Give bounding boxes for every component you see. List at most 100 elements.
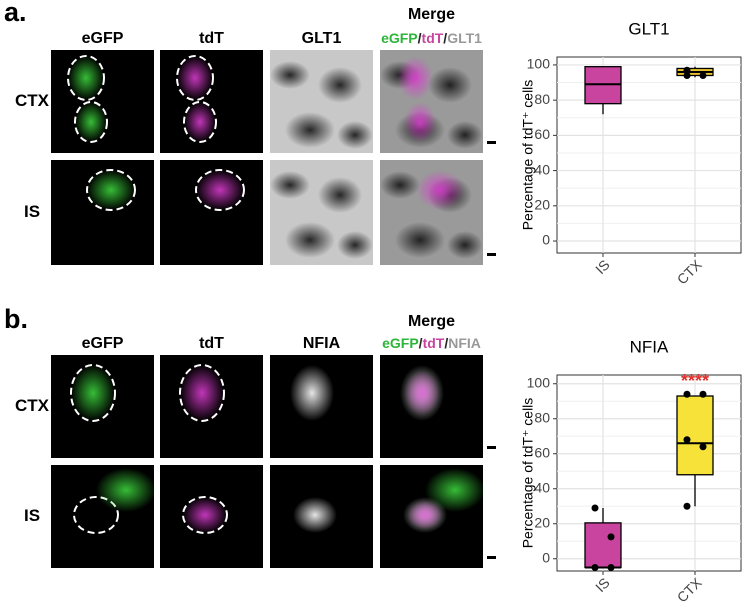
merge-key: eGFP/tdT/GLT1 <box>381 30 482 46</box>
x-tick-label: IS <box>592 256 613 277</box>
texture <box>285 222 335 258</box>
merge-key-part: / <box>443 30 447 46</box>
point <box>699 390 707 398</box>
texture <box>270 171 310 199</box>
y-tick-label: 60 <box>534 444 550 460</box>
point <box>683 71 691 79</box>
y-tick-label: 20 <box>534 514 550 530</box>
outline <box>67 55 105 101</box>
y-tick-label: 0 <box>542 549 550 565</box>
y-tick-label: 80 <box>534 409 550 425</box>
column-header: GLT1 <box>302 30 342 47</box>
merge-key-part: NFIA <box>448 335 481 351</box>
point <box>683 390 691 398</box>
column-header: eGFP <box>82 30 124 47</box>
scale-bar <box>487 141 496 144</box>
outline <box>70 364 116 422</box>
glow <box>425 468 485 512</box>
panel-label: a. <box>4 0 27 27</box>
cell <box>75 102 107 142</box>
x-tick-label: IS <box>592 574 613 595</box>
merge-key: eGFP/tdT/NFIA <box>382 335 481 351</box>
cell <box>71 365 115 421</box>
merge-key-part: / <box>419 335 423 351</box>
row-label: IS <box>24 506 40 525</box>
y-tick-label: 60 <box>534 126 550 142</box>
outline <box>182 496 228 534</box>
cell <box>180 365 224 421</box>
cell <box>293 497 337 533</box>
cell <box>196 170 244 210</box>
cell <box>87 170 135 210</box>
scale-bar <box>487 446 496 449</box>
box <box>584 522 622 569</box>
merge-key-part: / <box>418 30 422 46</box>
row-label: CTX <box>15 396 50 415</box>
scale-bar <box>487 556 496 559</box>
y-tick-label: 40 <box>534 161 550 177</box>
texture <box>380 171 420 199</box>
texture <box>428 67 472 103</box>
point <box>683 436 691 444</box>
point <box>591 504 599 512</box>
chart-title: GLT1 <box>628 19 669 38</box>
chart-title: NFIA <box>630 337 669 356</box>
texture <box>447 231 483 259</box>
cell <box>397 56 433 100</box>
cell <box>183 497 227 533</box>
outline <box>74 101 108 143</box>
box <box>676 395 714 476</box>
texture <box>395 222 445 258</box>
merge-key-part: tdT <box>423 335 445 351</box>
x-tick-label: CTX <box>674 256 706 288</box>
y-tick-label: 20 <box>534 197 550 213</box>
cell <box>404 102 436 142</box>
outline <box>176 55 214 101</box>
y-tick-label: 100 <box>527 374 551 390</box>
column-header: NFIA <box>303 335 341 352</box>
row-label: CTX <box>15 91 50 110</box>
micrograph <box>160 50 263 153</box>
column-header: tdT <box>199 335 224 352</box>
merge-key-part: / <box>444 335 448 351</box>
merge-key-part: GLT1 <box>447 30 482 46</box>
outline <box>86 169 136 211</box>
cell <box>404 370 440 416</box>
y-axis-label: Percentage of tdT⁺ cells <box>520 80 536 231</box>
cell <box>290 365 334 421</box>
outline <box>73 496 119 534</box>
texture <box>337 231 373 259</box>
outline <box>183 101 217 143</box>
point <box>683 502 691 510</box>
merge-key-part: eGFP <box>381 30 418 46</box>
column-header: tdT <box>199 30 224 47</box>
cell <box>184 102 216 142</box>
texture <box>337 121 373 149</box>
texture <box>285 112 335 148</box>
y-tick-label: 80 <box>534 91 550 107</box>
row-label: IS <box>24 202 40 221</box>
column-header: Merge <box>408 313 455 330</box>
y-tick-label: 40 <box>534 479 550 495</box>
texture <box>318 177 362 213</box>
x-tick-label: CTX <box>674 574 706 605</box>
y-axis-label: Percentage of tdT⁺ cells <box>520 398 536 549</box>
outline <box>179 364 225 422</box>
merge-key-part: eGFP <box>382 335 419 351</box>
texture <box>447 121 483 149</box>
point <box>699 443 707 451</box>
point <box>591 564 599 571</box>
cell <box>416 170 464 210</box>
cell <box>177 56 213 100</box>
glow <box>96 468 156 512</box>
y-tick-label: 0 <box>542 232 550 248</box>
scale-bar <box>487 253 496 256</box>
point <box>607 564 615 571</box>
merge-key-part: tdT <box>422 30 444 46</box>
significance: **** <box>681 371 709 391</box>
column-header: Merge <box>408 6 455 23</box>
point <box>683 66 691 74</box>
cell <box>407 500 443 530</box>
cell <box>68 56 104 100</box>
